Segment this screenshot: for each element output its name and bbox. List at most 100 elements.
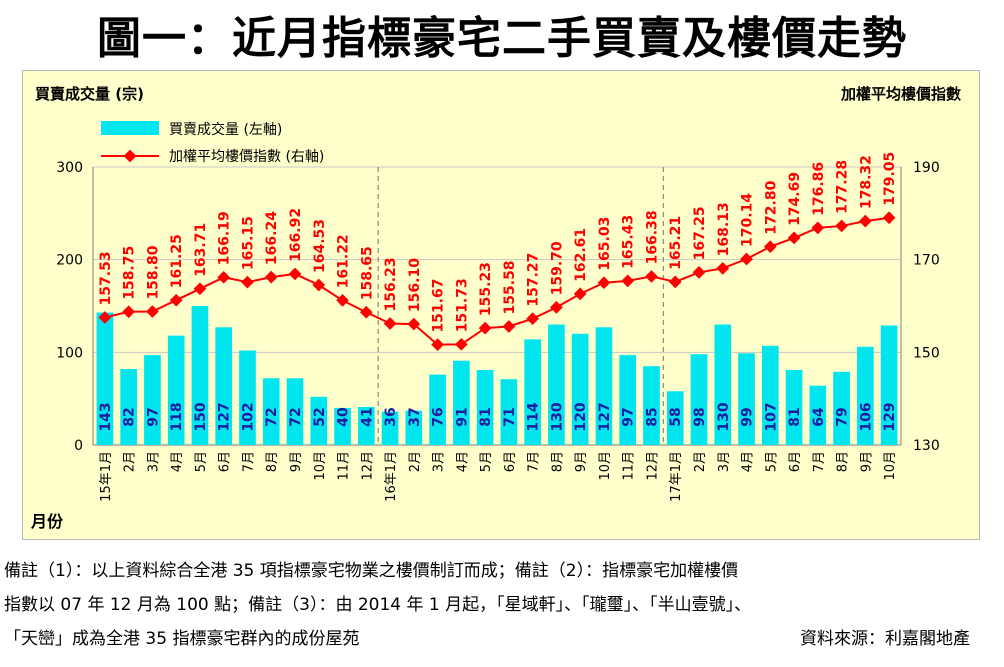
line-value-label: 155.23 [478,262,494,316]
x-tick-label: 12月 [360,451,375,481]
bar [120,369,137,445]
line-point [550,301,563,314]
legend-line-label: 加權平均樓價指數 (右軸) [169,148,324,165]
line-point [146,305,159,318]
x-tick-label: 8月 [550,451,565,472]
bar [476,369,494,445]
page-title: 圖一：近月指標豪宅二手買賣及樓價走勢 [97,13,907,64]
line-point [288,267,302,281]
bar-value-label: 150 [193,402,209,431]
bar [738,353,755,445]
bar-value-label: 127 [597,402,613,431]
bar [144,355,161,445]
bar-value-label: 79 [835,407,851,426]
legend-line-marker [123,149,137,163]
line-value-label: 174.69 [787,172,803,226]
bar [619,355,637,445]
left-axis-title: 買賣成交量 (宗) [35,85,144,103]
x-tick-label: 10月 [313,451,328,481]
bar-value-label: 40 [336,407,352,427]
line-value-label: 157.27 [526,253,542,307]
legend-bar-swatch [101,121,159,135]
right-axis-title: 加權平均樓價指數 [840,85,961,103]
chart-panel: 買賣成交量 (宗) 加權平均樓價指數 月份 0 100 200 300 130 150 170 19… [22,70,980,540]
bar [262,378,280,445]
line-value-label: 151.67 [431,279,447,333]
x-tick-label: 3月 [146,451,161,472]
bar-value-label: 120 [573,402,589,431]
bar-value-label: 143 [98,402,114,431]
line-point [431,338,444,351]
bar-value-label: 130 [549,402,565,431]
right-tick-label: 130 [913,438,940,454]
line-value-label: 165.03 [597,217,613,271]
line-point [193,282,207,296]
x-tick-label: 2月 [693,451,708,472]
bar [880,325,898,445]
bar-value-label: 97 [145,407,161,426]
line-point [502,320,516,333]
x-tick-label: 9月 [574,451,589,472]
x-tick-label: 16年1月 [384,451,399,502]
line-value-label: 170.14 [740,193,756,247]
line-value-label: 164.53 [312,219,328,273]
bar [714,324,732,445]
left-tick-label: 0 [74,438,83,454]
bar-value-label: 91 [454,407,470,426]
bar-value-label: 129 [882,402,898,431]
x-tick-label: 8月 [265,451,280,472]
bar-value-label: 72 [288,407,304,426]
bar [239,350,256,445]
bar [334,407,351,445]
x-tick-label: 17年1月 [669,451,684,502]
footnotes: 備註（1）：以上資料綜合全港 35 項指標豪宅物業之樓價制訂而成；備註（2）：指… [4,554,1000,656]
bar [191,306,209,445]
x-tick-label: 9月 [289,451,304,472]
line-value-label: 158.75 [122,246,138,300]
line-point [217,270,231,284]
line-value-label: 179.05 [882,152,898,206]
line-point [407,317,421,331]
line-point [526,312,540,326]
line-value-label: 177.28 [835,160,851,214]
bar-value-label: 82 [122,407,138,426]
bar-value-label: 81 [478,407,494,426]
line-point [740,252,753,266]
line-point [858,214,872,228]
x-tick-label: 4月 [455,451,470,472]
line-point [169,293,183,307]
bar [595,327,613,445]
line-point [692,266,706,279]
bar [571,333,589,445]
x-tick-label: 5月 [479,451,494,472]
x-tick-label: 8月 [836,451,851,472]
line-point [98,311,112,324]
x-tick-label: 10月 [883,451,898,481]
line-point [763,240,777,254]
bar [215,327,233,445]
left-tick-label: 100 [56,345,83,361]
line-value-label: 178.32 [858,155,874,209]
x-tick-label: 6月 [503,451,518,472]
bar [833,371,850,445]
bar-value-label: 127 [217,402,233,431]
bar [96,312,114,445]
line-point [454,337,468,351]
x-tick-label: 7月 [241,451,256,472]
x-tick-label: 9月 [859,451,874,472]
bar [666,391,684,445]
footnote-line-1: 備註（1）：以上資料綜合全港 35 項指標豪宅物業之樓價制訂而成；備註（2）：指… [4,561,739,581]
bar [809,385,827,445]
line-point [811,221,825,235]
x-tick-label: 11月 [337,451,352,481]
bar-value-label: 72 [264,407,280,426]
x-tick-label: 10月 [598,451,613,481]
x-tick-label: 3月 [717,451,732,472]
index-line [104,216,890,346]
line-point [621,274,635,288]
line-value-label: 165.15 [240,216,256,270]
bar [761,345,779,445]
line-value-label: 158.65 [359,246,375,300]
bar-value-label: 114 [526,402,542,431]
